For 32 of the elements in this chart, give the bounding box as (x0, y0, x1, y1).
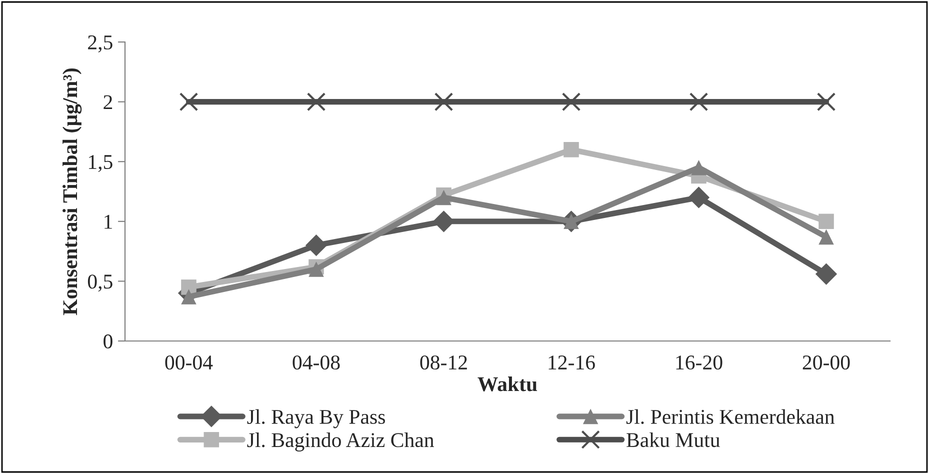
legend-label: Baku Mutu (626, 432, 720, 448)
point (818, 229, 834, 245)
point (434, 92, 454, 112)
point (306, 92, 326, 112)
y-tick-label: 2,5 (88, 35, 112, 52)
legend-label: Jl. Perintis Kemerdekaan (626, 409, 835, 424)
y-axis-title: Konsentrasi Timbal (µg/m³) (62, 68, 82, 316)
point (818, 214, 834, 230)
y-tick-label: 1,5 (88, 155, 112, 172)
point (562, 92, 581, 112)
point (691, 160, 706, 176)
y-tick-label: 2 (104, 95, 112, 110)
y-tick-label: 0 (104, 334, 112, 348)
x-tick-label: 20-00 (802, 355, 850, 370)
x-tick-label: 12-16 (548, 356, 595, 370)
y-tick-label: 1 (104, 214, 112, 229)
x-tick-label: 00-04 (165, 355, 213, 370)
legend-label: Jl. Bagindo Aziz Chan (247, 432, 434, 452)
x-tick-label: 16-20 (676, 355, 722, 370)
point (564, 142, 579, 158)
point (181, 289, 196, 304)
y-tick-label: 0,5 (88, 274, 112, 292)
point (305, 234, 328, 256)
point (816, 92, 836, 112)
x-tick-label: 08-12 (420, 355, 467, 370)
x-tick-label: 04-08 (292, 355, 340, 370)
point (689, 92, 708, 112)
point (179, 92, 198, 112)
legend-label: Jl. Raya By Pass (247, 409, 385, 428)
point (688, 186, 710, 208)
point (815, 263, 838, 285)
x-axis-title: Waktu (478, 376, 538, 392)
